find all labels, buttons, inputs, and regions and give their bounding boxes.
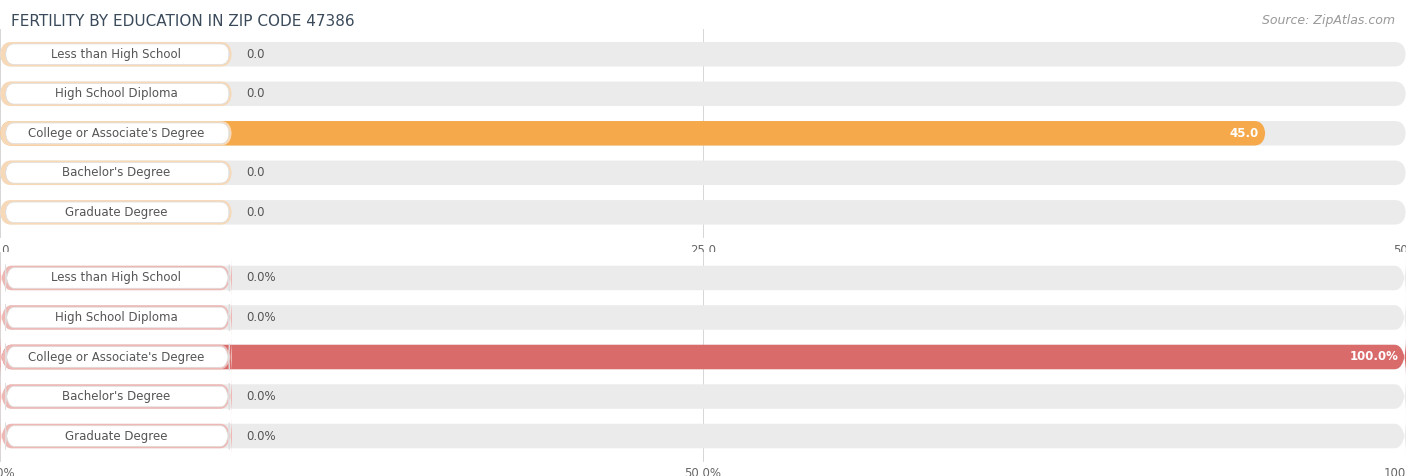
FancyBboxPatch shape [0,200,232,225]
Text: Bachelor's Degree: Bachelor's Degree [62,166,170,179]
FancyBboxPatch shape [6,265,229,291]
FancyBboxPatch shape [6,83,229,104]
FancyBboxPatch shape [0,416,232,456]
FancyBboxPatch shape [6,383,229,410]
Text: Source: ZipAtlas.com: Source: ZipAtlas.com [1261,14,1395,27]
FancyBboxPatch shape [0,121,1265,146]
Text: Bachelor's Degree: Bachelor's Degree [62,390,170,403]
FancyBboxPatch shape [0,81,1406,106]
FancyBboxPatch shape [6,202,229,223]
FancyBboxPatch shape [0,121,232,146]
Text: High School Diploma: High School Diploma [55,311,177,324]
FancyBboxPatch shape [6,304,229,331]
Text: 0.0: 0.0 [246,48,264,61]
FancyBboxPatch shape [0,258,1406,298]
Text: 0.0: 0.0 [246,87,264,100]
Text: FERTILITY BY EDUCATION IN ZIP CODE 47386: FERTILITY BY EDUCATION IN ZIP CODE 47386 [11,14,354,30]
Text: 100.0%: 100.0% [1350,350,1399,364]
FancyBboxPatch shape [6,344,229,370]
FancyBboxPatch shape [0,121,1406,146]
FancyBboxPatch shape [0,337,1406,377]
Text: 45.0: 45.0 [1229,127,1258,140]
Text: College or Associate's Degree: College or Associate's Degree [28,127,204,140]
FancyBboxPatch shape [0,42,1406,67]
FancyBboxPatch shape [0,377,1406,416]
Text: 0.0%: 0.0% [246,311,276,324]
Text: Graduate Degree: Graduate Degree [65,206,167,219]
FancyBboxPatch shape [0,258,232,298]
FancyBboxPatch shape [0,337,1406,377]
FancyBboxPatch shape [0,160,1406,185]
Text: College or Associate's Degree: College or Associate's Degree [28,350,204,364]
FancyBboxPatch shape [0,416,1406,456]
FancyBboxPatch shape [6,162,229,183]
FancyBboxPatch shape [0,298,232,337]
Text: Less than High School: Less than High School [51,271,181,285]
FancyBboxPatch shape [0,160,232,185]
FancyBboxPatch shape [6,44,229,65]
Text: 0.0: 0.0 [246,206,264,219]
FancyBboxPatch shape [0,81,232,106]
Text: 0.0%: 0.0% [246,429,276,443]
FancyBboxPatch shape [0,298,1406,337]
FancyBboxPatch shape [6,423,229,449]
Text: High School Diploma: High School Diploma [55,87,177,100]
FancyBboxPatch shape [0,42,232,67]
FancyBboxPatch shape [0,200,1406,225]
FancyBboxPatch shape [0,337,232,377]
Text: Less than High School: Less than High School [51,48,181,61]
FancyBboxPatch shape [0,377,232,416]
Text: Graduate Degree: Graduate Degree [65,429,167,443]
Text: 0.0: 0.0 [246,166,264,179]
Text: 0.0%: 0.0% [246,390,276,403]
FancyBboxPatch shape [6,123,229,144]
Text: 0.0%: 0.0% [246,271,276,285]
